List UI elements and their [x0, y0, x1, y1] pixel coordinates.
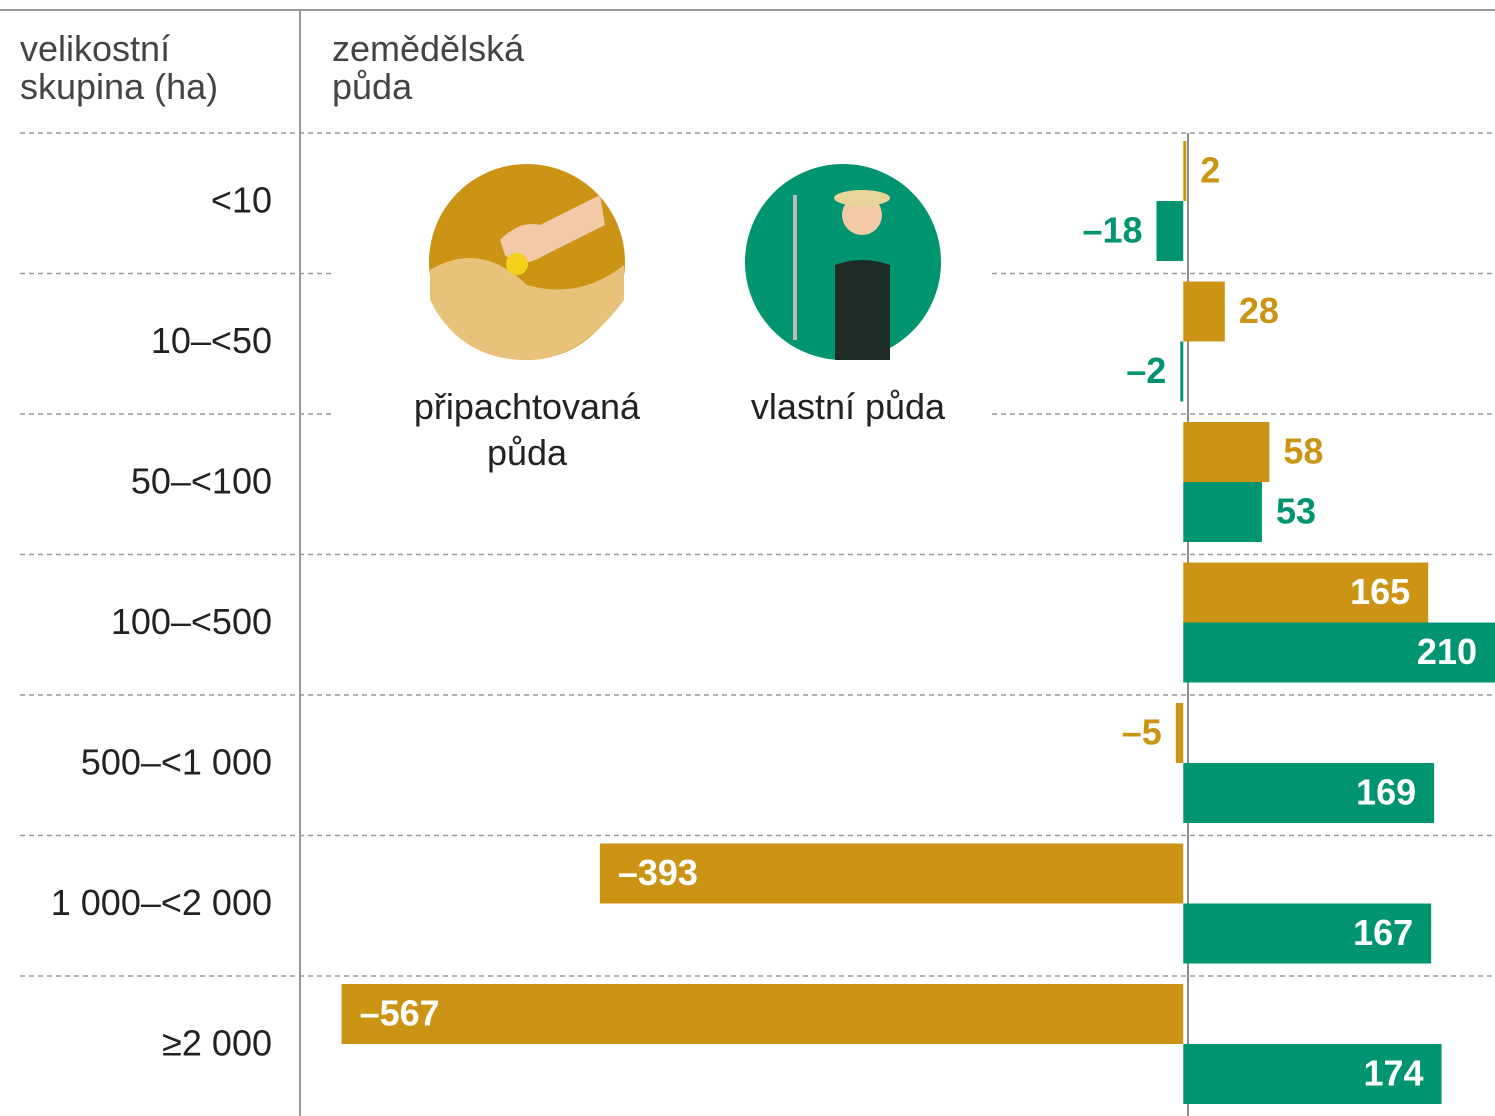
own-icon-body [835, 260, 890, 360]
value-label: 58 [1283, 431, 1323, 472]
category-label: 50–<100 [131, 461, 272, 502]
rent-icon-coin [506, 253, 528, 275]
bar [1183, 482, 1262, 542]
chart: 2 –18 28 –2 58 53 165210 –5 169 –393 167 –567 174 <1… [0, 0, 1495, 1116]
value-label: 28 [1239, 290, 1279, 331]
value-header: zemědělská půda [332, 30, 582, 106]
bar [342, 984, 1184, 1044]
own-icon-hat [834, 190, 890, 206]
category-label: ≥2 000 [162, 1023, 272, 1064]
page: 2 –18 28 –2 58 53 165210 –5 169 –393 167 –567 174 <1… [0, 0, 1495, 1116]
bar [1183, 422, 1269, 482]
value-label: 174 [1363, 1053, 1423, 1094]
value-label: 169 [1356, 772, 1416, 813]
value-label: –567 [360, 993, 440, 1034]
legend-label: vlastní půda [728, 384, 968, 430]
bar [1183, 141, 1186, 201]
value-label: 2 [1200, 150, 1220, 191]
value-label: 210 [1417, 631, 1477, 672]
value-label: –5 [1122, 712, 1162, 753]
category-label: 10–<50 [151, 320, 272, 361]
category-label: 1 000–<2 000 [51, 882, 272, 923]
value-label: 53 [1276, 491, 1316, 532]
category-label: <10 [211, 180, 272, 221]
value-label: –393 [618, 852, 698, 893]
bar [1180, 342, 1183, 402]
category-label: 100–<500 [111, 601, 272, 642]
bar [1183, 282, 1225, 342]
value-label: 165 [1350, 571, 1410, 612]
bar [1157, 201, 1184, 261]
category-label: 500–<1 000 [81, 742, 272, 783]
legend-label: připachtovaná půda [377, 384, 677, 476]
value-label: –18 [1082, 210, 1142, 251]
value-label: –2 [1126, 350, 1166, 391]
value-label: 167 [1353, 912, 1413, 953]
bar [1176, 703, 1183, 763]
category-header: velikostní skupina (ha) [20, 30, 290, 106]
